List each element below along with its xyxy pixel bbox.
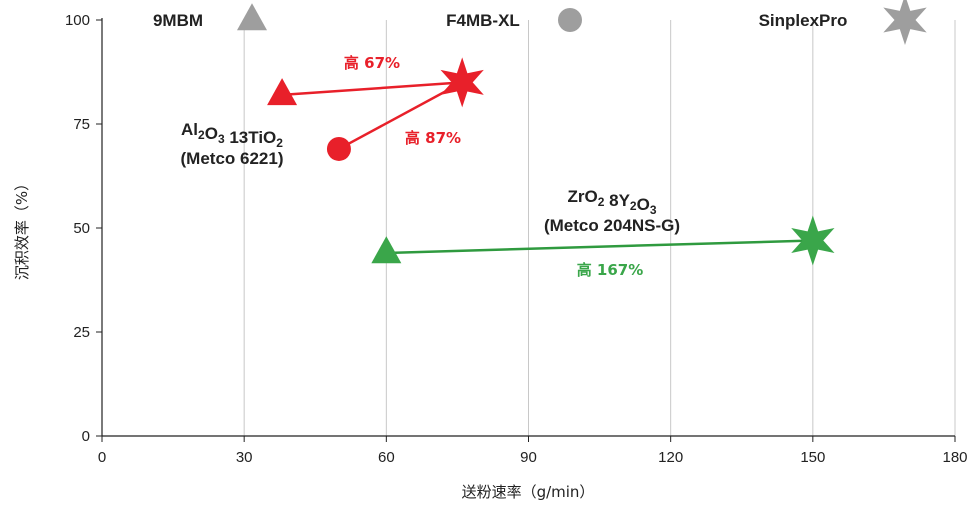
legend-item-9mbm: 9MBM	[153, 3, 267, 31]
material-grade: (Metco 6221)	[181, 149, 284, 168]
material-label-1: ZrO2 8Y2O3(Metco 204NS-G)	[544, 187, 680, 235]
x-axis-title: 送粉速率（g/min）	[462, 483, 595, 501]
x-tick-label: 0	[98, 449, 106, 466]
legend-marker-star	[883, 0, 927, 45]
connector-line	[281, 81, 463, 97]
subscript: 2	[598, 195, 605, 209]
subscript: 3	[650, 203, 657, 217]
subscript: 2	[276, 136, 283, 150]
subscript: 2	[630, 199, 637, 213]
connector-line	[386, 239, 813, 255]
x-tick-label: 30	[236, 449, 253, 466]
connector-line	[338, 81, 463, 151]
data-point-triangle	[371, 236, 402, 264]
legend-label: 9MBM	[153, 11, 203, 30]
formula-part: Al	[181, 120, 198, 139]
formula-part: ZrO	[567, 187, 597, 206]
series-group-0	[267, 57, 484, 161]
labels-layer: 高 67%高 87%Al2O3 13TiO2(Metco 6221)高 167%…	[181, 54, 681, 279]
data-point-circle	[326, 136, 351, 161]
improvement-annotation: 高 87%	[405, 129, 461, 147]
y-tick-label: 75	[73, 116, 90, 133]
data-point-star	[440, 57, 484, 108]
y-axis-title: 沉积效率（%）	[13, 176, 31, 280]
legend-label: SinplexPro	[759, 11, 848, 30]
y-tick-label: 0	[82, 428, 90, 445]
legend: 9MBM F4MB-XL SinplexPro	[153, 0, 927, 45]
material-label-0: Al2O3 13TiO2(Metco 6221)	[181, 120, 284, 168]
series-layer	[267, 57, 835, 266]
formula-part: 8Y	[604, 191, 630, 210]
axes: 0 25 50 75 100 0 30 60 90 120 150 180	[65, 12, 968, 466]
legend-marker-circle	[558, 8, 582, 32]
material-formula: ZrO2 8Y2O3	[567, 187, 656, 217]
x-tick-label: 180	[942, 449, 967, 466]
formula-part: 13TiO	[225, 128, 277, 147]
x-tick-label: 60	[378, 449, 395, 466]
improvement-annotation: 高 167%	[577, 261, 644, 279]
legend-label: F4MB-XL	[446, 11, 520, 30]
y-tick-label: 25	[73, 324, 90, 341]
x-tick-label: 120	[658, 449, 683, 466]
subscript: 2	[198, 128, 205, 142]
legend-item-sinplexpro: SinplexPro	[759, 0, 927, 45]
y-tick-label: 50	[73, 220, 90, 237]
series-group-1	[371, 215, 835, 266]
subscript: 3	[218, 132, 225, 146]
data-point-triangle	[267, 78, 298, 106]
formula-part: O	[637, 195, 650, 214]
x-tick-label: 150	[800, 449, 825, 466]
data-point-star	[791, 215, 835, 266]
improvement-annotation: 高 67%	[344, 54, 400, 72]
material-grade: (Metco 204NS-G)	[544, 216, 680, 235]
x-tick-label: 90	[520, 449, 537, 466]
formula-part: O	[205, 124, 218, 143]
legend-item-f4mb-xl: F4MB-XL	[446, 8, 582, 32]
y-tick-label: 100	[65, 12, 90, 29]
legend-marker-triangle	[237, 3, 267, 31]
material-formula: Al2O3 13TiO2	[181, 120, 283, 150]
